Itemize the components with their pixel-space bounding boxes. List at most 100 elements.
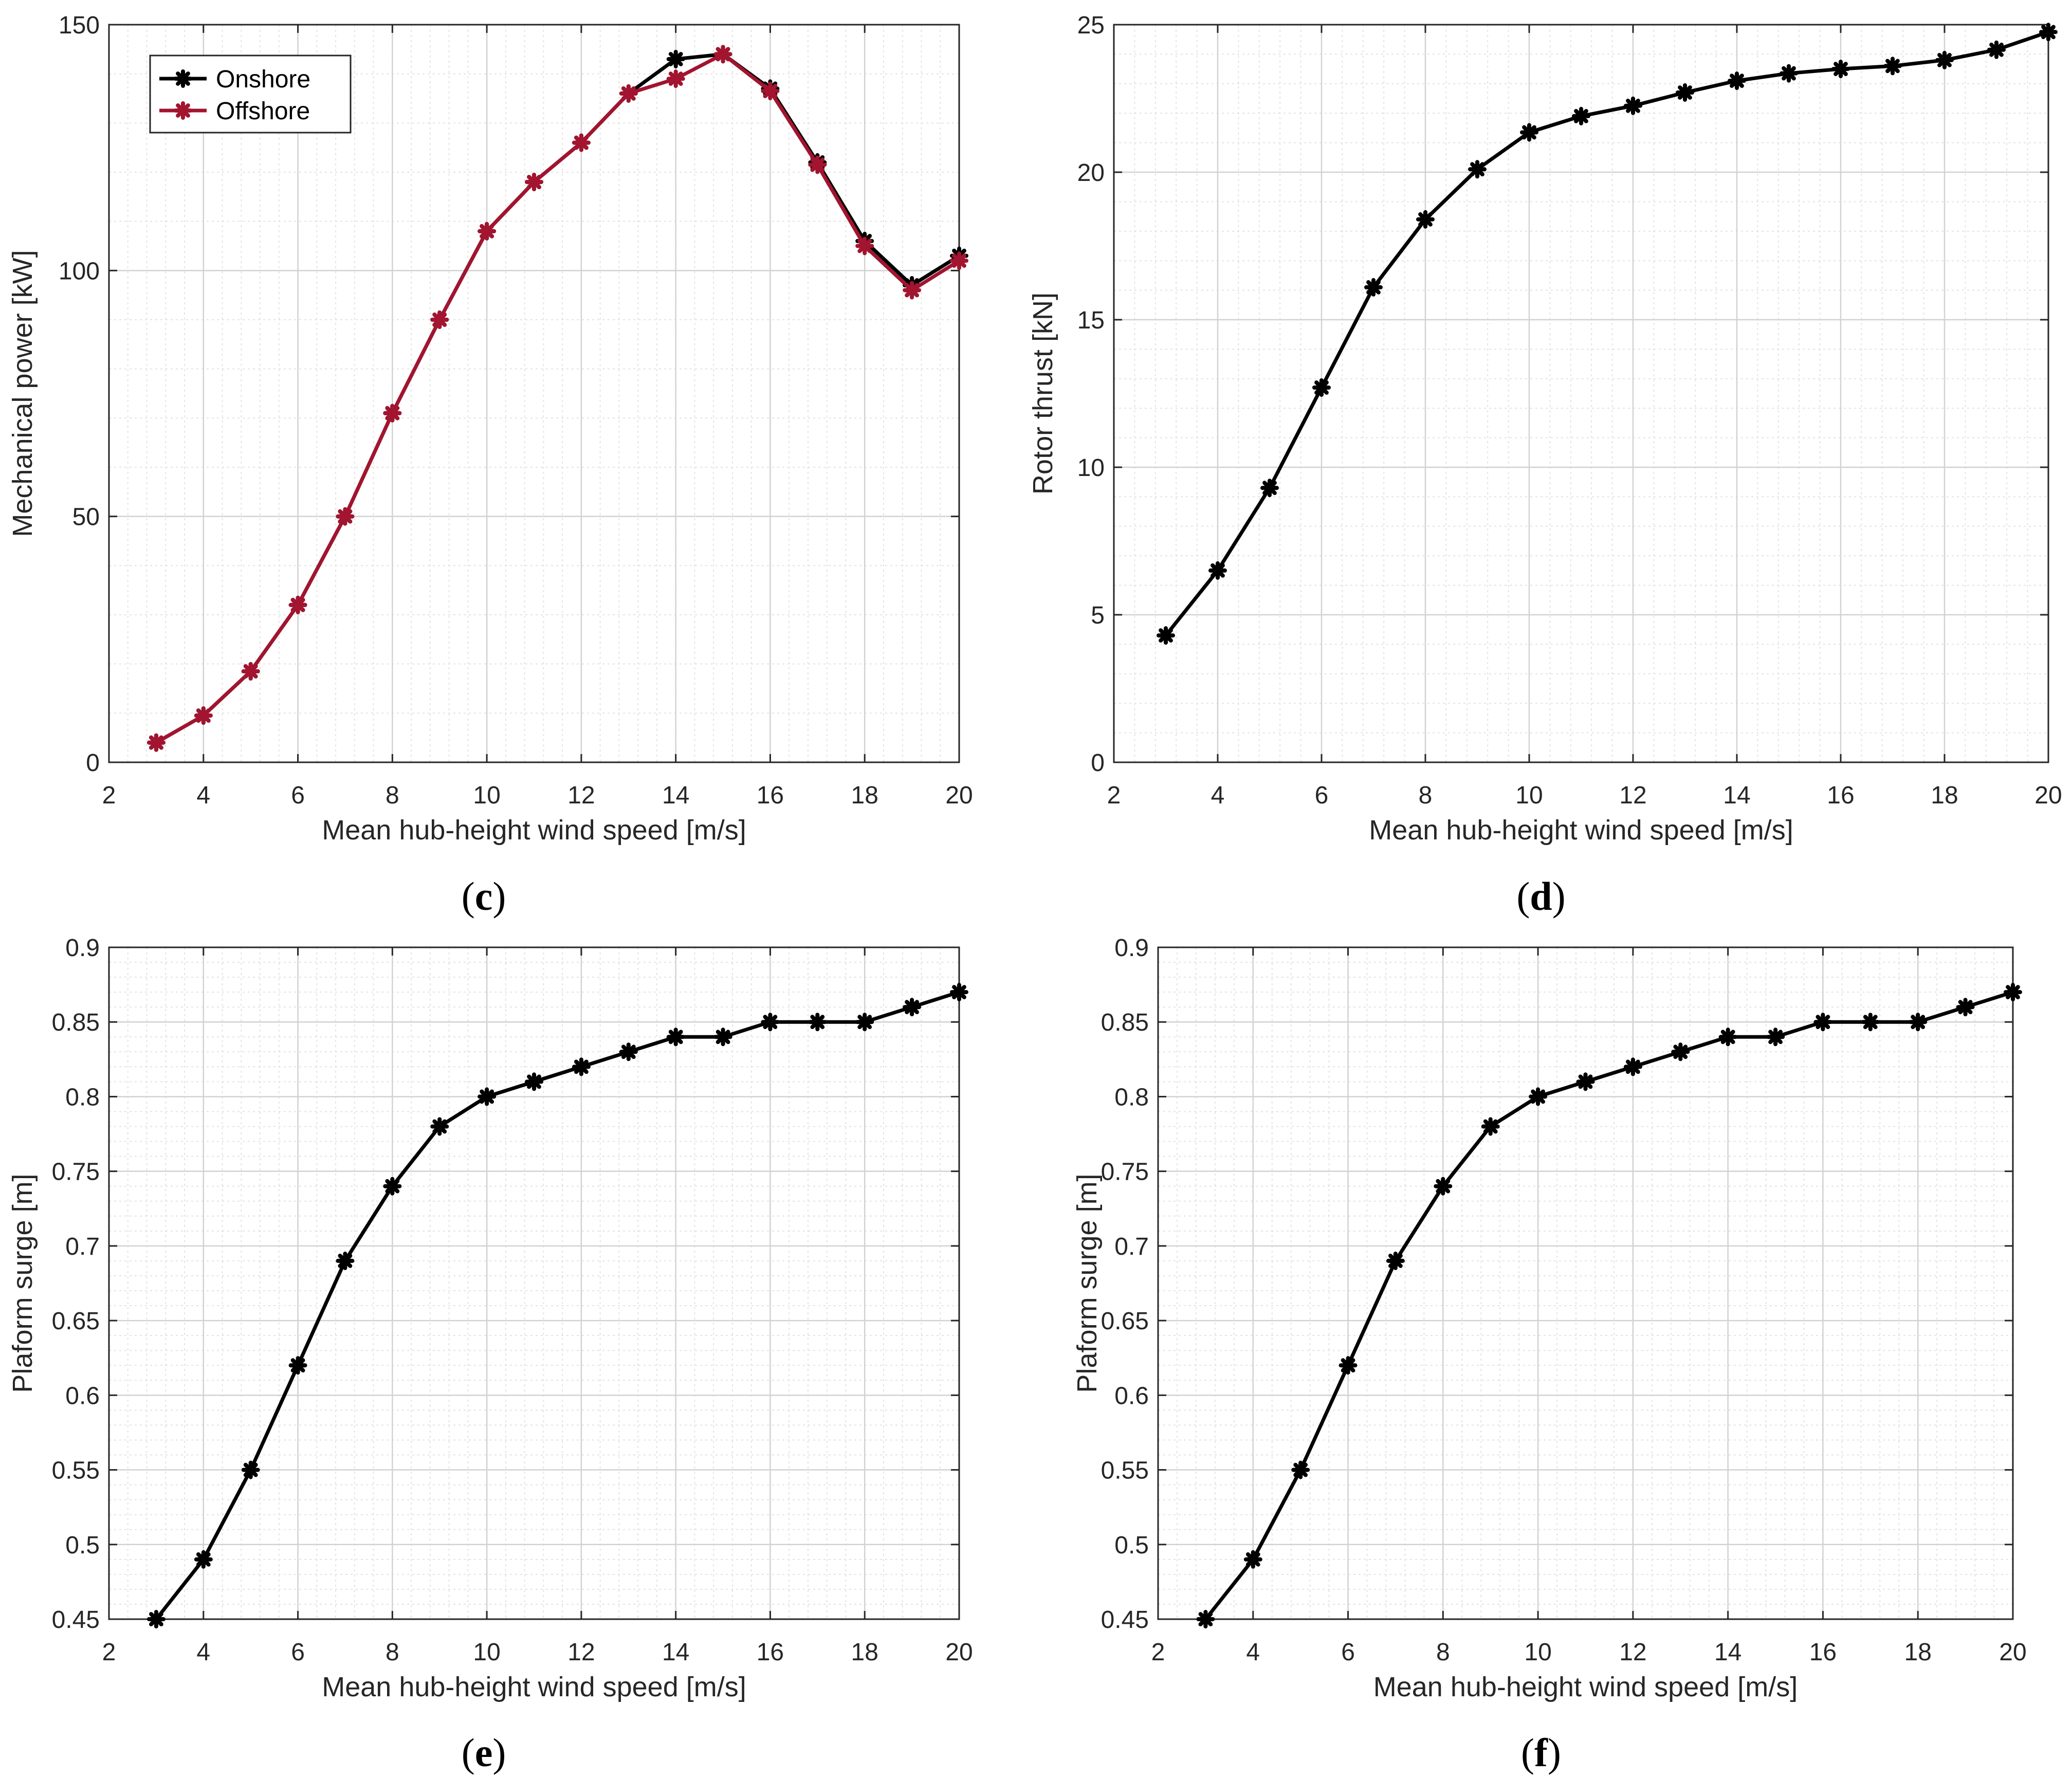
y-tick-label: 0.8 — [65, 1084, 100, 1111]
x-tick-label: 18 — [1904, 1639, 1932, 1666]
legend: Onshore Offshore — [149, 54, 352, 134]
x-tick-label: 4 — [1246, 1639, 1260, 1666]
y-tick-label: 5 — [1091, 602, 1105, 629]
data-point — [146, 1610, 166, 1628]
data-point — [619, 1042, 638, 1061]
data-point — [1386, 1251, 1405, 1270]
y-tick-label: 0.9 — [1114, 934, 1149, 962]
y-axis-label: Plaform surge [m] — [7, 1174, 38, 1392]
x-tick-label: 14 — [1714, 1639, 1741, 1666]
panel-caption: (c) — [462, 874, 506, 919]
panel-caption: (f) — [1521, 1730, 1561, 1775]
y-tick-label: 0.5 — [1114, 1532, 1149, 1559]
data-point — [1291, 1460, 1310, 1479]
x-tick-label: 12 — [1619, 1639, 1646, 1666]
data-point — [241, 662, 260, 681]
data-point — [241, 1460, 260, 1479]
x-tick-label: 2 — [1151, 1639, 1165, 1666]
series-line — [155, 52, 960, 744]
data-point — [288, 595, 307, 614]
data-point — [1157, 626, 1175, 645]
x-tick-label: 8 — [1436, 1639, 1450, 1666]
plot-area — [109, 25, 959, 762]
x-tick-label: 18 — [851, 782, 878, 809]
axes-box — [108, 946, 960, 1620]
x-tick-label: 16 — [1827, 782, 1854, 809]
series-platform-surge — [146, 983, 968, 1628]
x-tick-label: 16 — [1809, 1639, 1837, 1666]
x-tick-label: 2 — [102, 1639, 116, 1666]
legend-label: Onshore — [216, 66, 310, 93]
y-tick-label: 10 — [1077, 454, 1105, 482]
y-tick-label: 0.7 — [65, 1233, 100, 1260]
y-tick-label: 0.6 — [1114, 1382, 1149, 1409]
x-tick-label: 4 — [196, 1639, 210, 1666]
x-tick-label: 10 — [473, 1639, 500, 1666]
chart-panel-d: 2 4 6 8 10 12 14 16 18 20 0 5 10 15 20 25 Mean hub-heigh… — [1028, 12, 2062, 919]
data-point — [950, 983, 968, 1002]
chart-panel-c: 2 4 6 8 10 12 14 16 18 20 0 50 100 150 Mean hub-height… — [7, 12, 973, 919]
data-point — [525, 173, 543, 192]
axes-box — [1113, 24, 2049, 763]
data-point — [1956, 998, 1975, 1017]
chart-panel-e: 2 4 6 8 10 12 14 16 18 20 0.45 0.5 0.55 0.6 0.65 0.7 0.7… — [7, 934, 973, 1775]
y-tick-label: 0.65 — [52, 1308, 100, 1335]
data-point — [1987, 40, 2006, 59]
y-tick-label: 0.85 — [1101, 1009, 1149, 1036]
data-point — [1671, 1042, 1690, 1061]
data-point — [1935, 50, 1954, 69]
plot-area — [109, 947, 959, 1619]
y-tick-label: 0.45 — [1101, 1606, 1149, 1634]
data-point — [1434, 1177, 1453, 1196]
y-tick-label: 0.65 — [1101, 1308, 1149, 1335]
x-tick-label: 6 — [1315, 782, 1329, 809]
data-point — [336, 1251, 355, 1270]
data-point — [383, 404, 402, 423]
data-point — [336, 507, 355, 526]
data-point — [1481, 1117, 1500, 1136]
y-tick-label: 0.6 — [65, 1382, 100, 1409]
plot-area — [1158, 947, 2013, 1619]
y-tick-label: 0.45 — [52, 1606, 100, 1634]
x-tick-label: 8 — [386, 782, 399, 809]
data-point — [1260, 479, 1279, 498]
y-tick-label: 0.9 — [65, 934, 100, 962]
legend-label: Offshore — [216, 98, 310, 125]
y-axis-label: Mechanical power [kW] — [7, 250, 38, 537]
data-point — [761, 1013, 780, 1032]
x-axis-label: Mean hub-height wind speed [m/s] — [322, 815, 746, 846]
data-point — [666, 69, 685, 88]
y-tick-label: 15 — [1077, 307, 1105, 334]
data-point — [478, 1087, 497, 1106]
x-tick-label: 20 — [1999, 1639, 2026, 1666]
x-tick-label: 20 — [2034, 782, 2062, 809]
data-point — [1883, 57, 1902, 76]
data-point — [2004, 983, 2022, 1002]
data-point — [1572, 106, 1590, 125]
data-point — [1718, 1028, 1737, 1047]
data-point — [1312, 378, 1331, 397]
x-tick-label: 20 — [945, 782, 973, 809]
plot-area — [1114, 25, 2048, 762]
y-tick-label: 0.75 — [52, 1159, 100, 1186]
x-tick-label: 18 — [1931, 782, 1958, 809]
y-tick-label: 0.7 — [1114, 1233, 1149, 1260]
data-point — [666, 1028, 685, 1047]
y-tick-label: 0.85 — [52, 1009, 100, 1036]
data-point — [666, 50, 685, 68]
x-tick-label: 10 — [473, 782, 500, 809]
data-point — [2039, 23, 2058, 42]
x-tick-label: 6 — [291, 782, 305, 809]
legend-marker — [174, 101, 192, 120]
x-tick-label: 2 — [102, 782, 116, 809]
data-point — [1861, 1013, 1880, 1032]
y-tick-label: 0.55 — [52, 1457, 100, 1484]
x-tick-label: 8 — [386, 1639, 399, 1666]
x-tick-label: 16 — [757, 1639, 784, 1666]
data-point — [903, 998, 922, 1017]
y-tick-label: 0 — [1091, 749, 1105, 777]
x-tick-label: 8 — [1419, 782, 1433, 809]
y-tick-label: 0.55 — [1101, 1457, 1149, 1484]
chart-panel-f: 2 4 6 8 10 12 14 16 18 20 0.45 0.5 0.55 0.6 0.65 0.7 0.7… — [1072, 934, 2027, 1775]
data-point — [855, 1013, 874, 1032]
